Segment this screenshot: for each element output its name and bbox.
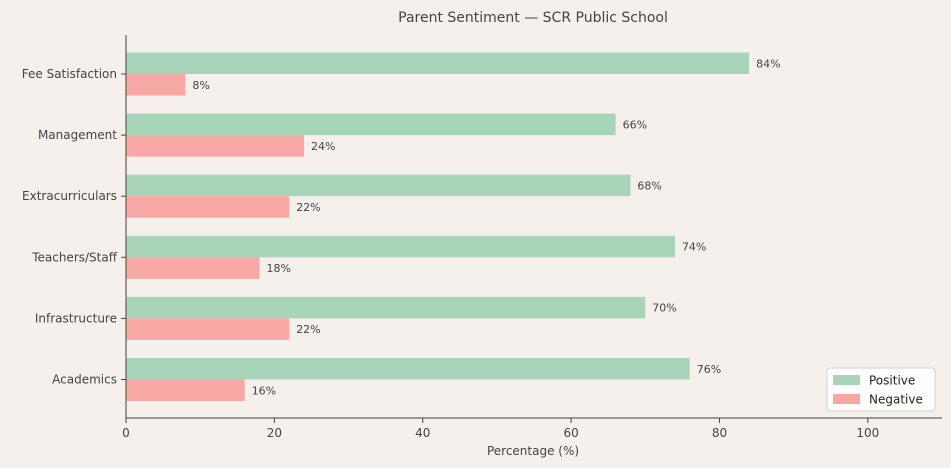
bar-negative-4: [126, 318, 290, 340]
legend-label-positive: Positive: [869, 374, 915, 388]
legend-swatch-negative: [833, 394, 860, 404]
data-label-negative-4: 22%: [296, 323, 320, 336]
data-label-positive-5: 76%: [697, 363, 721, 376]
x-axis-label: Percentage (%): [487, 444, 579, 458]
bar-negative-5: [126, 379, 245, 401]
x-tick-label-4: 80: [712, 426, 727, 440]
x-tick-label-0: 0: [122, 426, 130, 440]
x-tick-label-2: 40: [415, 426, 430, 440]
data-label-positive-4: 70%: [652, 302, 676, 315]
bar-positive-3: [126, 235, 675, 258]
data-label-negative-5: 16%: [252, 384, 276, 397]
bar-positive-0: [126, 52, 750, 74]
bar-positive-1: [126, 113, 616, 136]
bar-negative-1: [126, 135, 305, 157]
y-tick-label-3: Teachers/Staff: [31, 250, 118, 264]
bar-positive-4: [126, 296, 646, 319]
data-label-negative-0: 8%: [192, 79, 209, 92]
y-tick-label-5: Academics: [52, 373, 117, 387]
x-tick-label-1: 20: [267, 426, 282, 440]
bar-negative-2: [126, 196, 290, 218]
x-tick-label-5: 100: [856, 426, 879, 440]
y-tick-label-0: Fee Satisfaction: [22, 67, 117, 81]
y-tick-label-1: Management: [38, 128, 117, 142]
x-tick-label-3: 60: [563, 426, 578, 440]
data-label-negative-3: 18%: [267, 262, 291, 275]
data-label-positive-2: 68%: [637, 179, 661, 192]
data-label-positive-0: 84%: [756, 57, 780, 70]
bar-negative-3: [126, 257, 260, 279]
axes-layer: Fee Satisfaction Management Extracurricula…: [22, 35, 942, 440]
data-label-positive-1: 66%: [623, 118, 647, 131]
data-label-negative-1: 24%: [311, 140, 335, 153]
data-label-negative-2: 22%: [296, 201, 320, 214]
bar-positive-2: [126, 174, 631, 197]
y-tick-label-4: Infrastructure: [35, 311, 117, 325]
legend: Positive Negative: [826, 367, 936, 412]
legend-swatch-positive: [833, 375, 860, 385]
y-tick-label-2: Extracurriculars: [22, 189, 117, 203]
legend-label-negative: Negative: [869, 393, 923, 407]
bar-negative-0: [126, 74, 186, 96]
bar-positive-5: [126, 358, 690, 380]
chart-title: Parent Sentiment — SCR Public School: [398, 10, 668, 26]
bars-layer: 84% 8% 66% 24% 68% 22% 74% 18% 70% 22% 76% 16%: [126, 52, 781, 401]
data-label-positive-3: 74%: [682, 241, 706, 254]
